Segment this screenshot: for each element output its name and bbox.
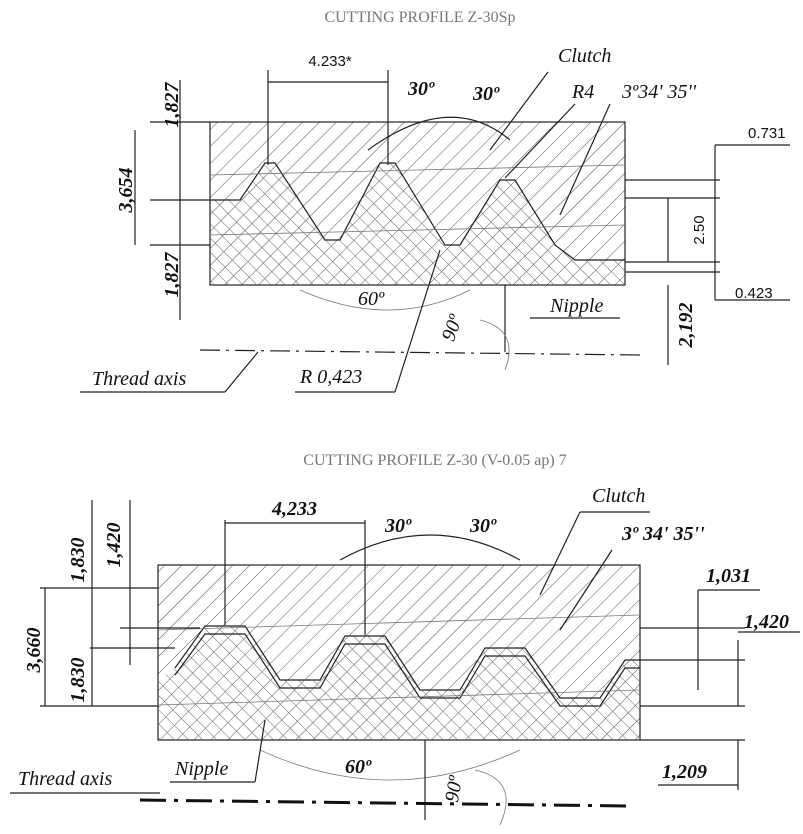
arc: [474, 769, 507, 826]
nipple-area: [158, 626, 640, 740]
arc: [259, 749, 521, 781]
label: R4: [571, 81, 594, 103]
arc: [339, 534, 521, 561]
leader: [489, 71, 549, 151]
label: 90º: [438, 311, 468, 344]
nipple-area: [210, 163, 625, 285]
label: 1,830: [67, 538, 89, 583]
label: 2.50: [691, 215, 708, 244]
top-profile: CUTTING PROFILE Z-30Sp 4.233* 30º 30º Cl…: [80, 9, 790, 393]
label: Thread axis: [18, 768, 112, 790]
arc: [479, 319, 510, 371]
leader: [254, 719, 266, 783]
label: 30º: [384, 515, 412, 537]
arc: [367, 116, 511, 151]
label: 0.423: [735, 285, 773, 302]
label: 90º: [441, 773, 467, 803]
label: 2,192: [675, 303, 697, 349]
label: Clutch: [592, 485, 645, 507]
label: 1,031: [706, 565, 751, 587]
label: 1,827: [161, 82, 183, 128]
label: 1,420: [744, 611, 789, 633]
label: 1,420: [103, 523, 125, 568]
label: 0.731: [748, 125, 786, 142]
label: R 0,423: [299, 366, 362, 388]
label: 4.233*: [308, 53, 352, 70]
leader: [504, 103, 576, 179]
leader: [224, 351, 259, 393]
thread-profile: [174, 625, 640, 699]
label: 30º: [469, 515, 497, 537]
label: 1,209: [662, 761, 707, 783]
label: Clutch: [558, 45, 611, 67]
label: 30º: [472, 83, 500, 105]
label: 1,827: [161, 252, 183, 298]
title: CUTTING PROFILE Z-30Sp: [324, 9, 515, 26]
leader: [559, 103, 611, 216]
label: 30º: [407, 78, 435, 100]
arc: [299, 289, 471, 311]
label: Nipple: [174, 758, 228, 780]
label: 3º34' 35'': [621, 81, 697, 103]
line: [157, 614, 641, 631]
label: 3,660: [23, 628, 45, 674]
leader: [539, 511, 581, 596]
line: [209, 224, 626, 236]
label: 3,654: [115, 168, 137, 214]
leader: [559, 549, 613, 631]
bottom-profile: CUTTING PROFILE Z-30 (V-0.05 ap) 7 4,233…: [10, 452, 800, 826]
leader: [394, 249, 441, 393]
title: CUTTING PROFILE Z-30 (V-0.05 ap) 7: [303, 452, 566, 469]
label: Thread axis: [92, 368, 186, 390]
label: 1,830: [67, 658, 89, 703]
axis-line: [139, 798, 631, 808]
label: Nipple: [549, 295, 603, 317]
label: 60º: [358, 288, 385, 310]
label: 60º: [345, 756, 372, 778]
axis-line: [199, 349, 641, 356]
line: [209, 164, 626, 176]
label: 4,233: [271, 498, 317, 520]
thread-profile-2: [174, 633, 640, 707]
label: 3º 34' 35'': [621, 523, 705, 545]
line: [157, 689, 641, 706]
